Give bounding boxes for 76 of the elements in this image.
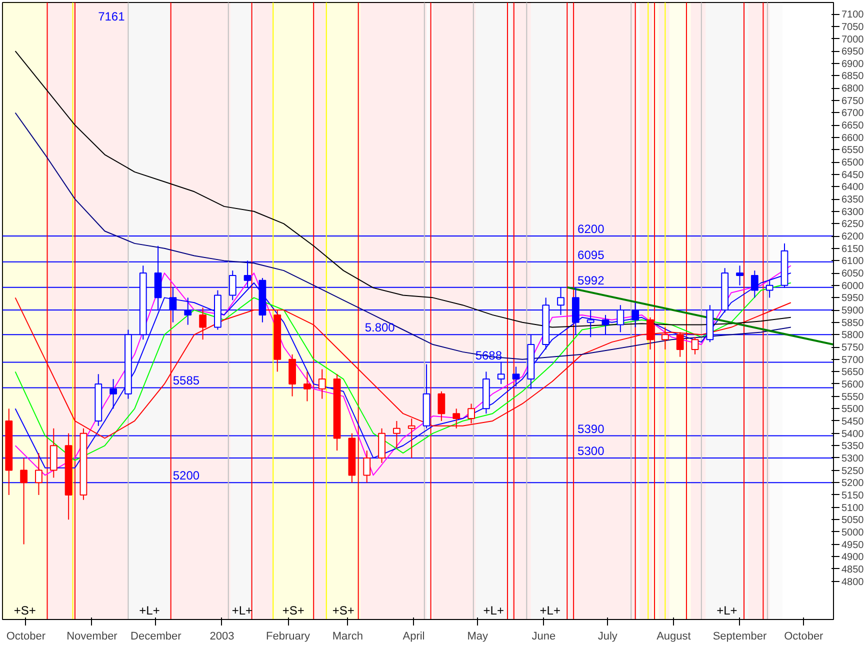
- band-label: +L+: [540, 604, 560, 618]
- y-tick-label: 6100: [842, 256, 864, 268]
- x-tick-label: April: [402, 630, 425, 642]
- y-tick-label: 5400: [842, 428, 864, 440]
- y-tick-label: 6600: [842, 132, 864, 144]
- y-tick-label: 5200: [842, 478, 864, 490]
- x-tick-label: July: [598, 630, 618, 642]
- y-tick-label: 6200: [842, 232, 864, 243]
- x-tick-label: October: [784, 630, 824, 642]
- y-tick-label: 6500: [842, 158, 864, 169]
- y-tick-label: 5650: [842, 367, 864, 378]
- y-tick-label: 5950: [842, 293, 864, 304]
- band-label: +L+: [483, 604, 504, 618]
- y-tick-label: 4950: [842, 540, 864, 551]
- y-tick-label: 6650: [842, 120, 864, 132]
- x-tick-label: November: [66, 630, 118, 642]
- y-tick-label: 5000: [842, 527, 864, 538]
- y-tick-label: 5300: [842, 453, 864, 464]
- x-tick-label: May: [467, 630, 489, 642]
- band-label: +L+: [139, 604, 160, 618]
- y-tick-label: 6550: [842, 145, 864, 156]
- y-tick-label: 5450: [842, 416, 864, 428]
- ref-line-label: 5300: [578, 444, 605, 458]
- y-tick-label: 5700: [842, 354, 864, 366]
- y-tick-label: 6150: [842, 244, 864, 255]
- y-tick-label: 6800: [842, 84, 864, 95]
- x-tick-label: August: [656, 630, 691, 642]
- ref-line-label: 5390: [578, 422, 605, 436]
- y-tick-label: 6050: [842, 268, 864, 280]
- x-tick-label: October: [6, 630, 46, 642]
- y-tick-label: 7050: [842, 22, 864, 33]
- x-tick-label: December: [130, 630, 182, 642]
- ref-line-label: 5200: [172, 468, 200, 483]
- y-tick-label: 5900: [842, 306, 864, 317]
- y-tick-label: 4900: [842, 552, 864, 564]
- y-tick-label: 7100: [842, 10, 864, 21]
- ref-line-label: 6200: [578, 222, 605, 236]
- ref-line-label: 5.800: [364, 320, 396, 335]
- y-tick-label: 6400: [842, 182, 864, 194]
- y-tick-label: 5550: [842, 392, 864, 403]
- annotation: 7161: [98, 10, 126, 24]
- y-tick-label: 5750: [842, 342, 864, 354]
- y-tick-label: 5850: [842, 318, 864, 329]
- band-label: +L+: [716, 604, 738, 618]
- y-tick-label: 6700: [842, 108, 864, 120]
- y-tick-label: 5100: [842, 502, 864, 514]
- y-tick-label: 6000: [842, 280, 864, 292]
- y-tick-label: 4800: [842, 576, 864, 588]
- ref-line-label: 5585: [172, 374, 200, 388]
- y-tick-label: 6450: [842, 170, 864, 181]
- y-tick-label: 6250: [842, 219, 864, 230]
- ref-line-label: 6095: [578, 248, 605, 262]
- y-tick-label: 5250: [842, 466, 864, 477]
- band-label: +S+: [282, 604, 304, 618]
- x-tick-label: September: [712, 630, 767, 642]
- band-label: +S+: [14, 604, 36, 618]
- y-tick-label: 6850: [842, 71, 864, 82]
- y-tick-label: 5150: [842, 490, 864, 502]
- y-tick-label: 5050: [842, 515, 864, 526]
- x-tick-label: 2003: [210, 630, 234, 642]
- y-tick-label: 5500: [842, 404, 864, 416]
- y-tick-label: 5800: [842, 330, 864, 342]
- y-tick-label: 5350: [842, 441, 864, 452]
- y-tick-label: 7000: [842, 34, 864, 46]
- y-tick-label: 6950: [842, 46, 864, 58]
- y-tick-label: 6750: [842, 96, 864, 107]
- y-tick-label: 6300: [842, 206, 864, 218]
- y-tick-label: 4850: [842, 564, 864, 576]
- y-tick-label: 5600: [842, 379, 864, 390]
- band-label: +S+: [332, 604, 354, 618]
- x-tick-label: March: [332, 630, 363, 642]
- ref-line-label: 5992: [578, 273, 605, 288]
- y-tick-label: 6900: [842, 58, 864, 70]
- x-tick-label: February: [266, 630, 311, 642]
- x-tick-label: June: [532, 630, 556, 642]
- y-tick-label: 6350: [842, 194, 864, 206]
